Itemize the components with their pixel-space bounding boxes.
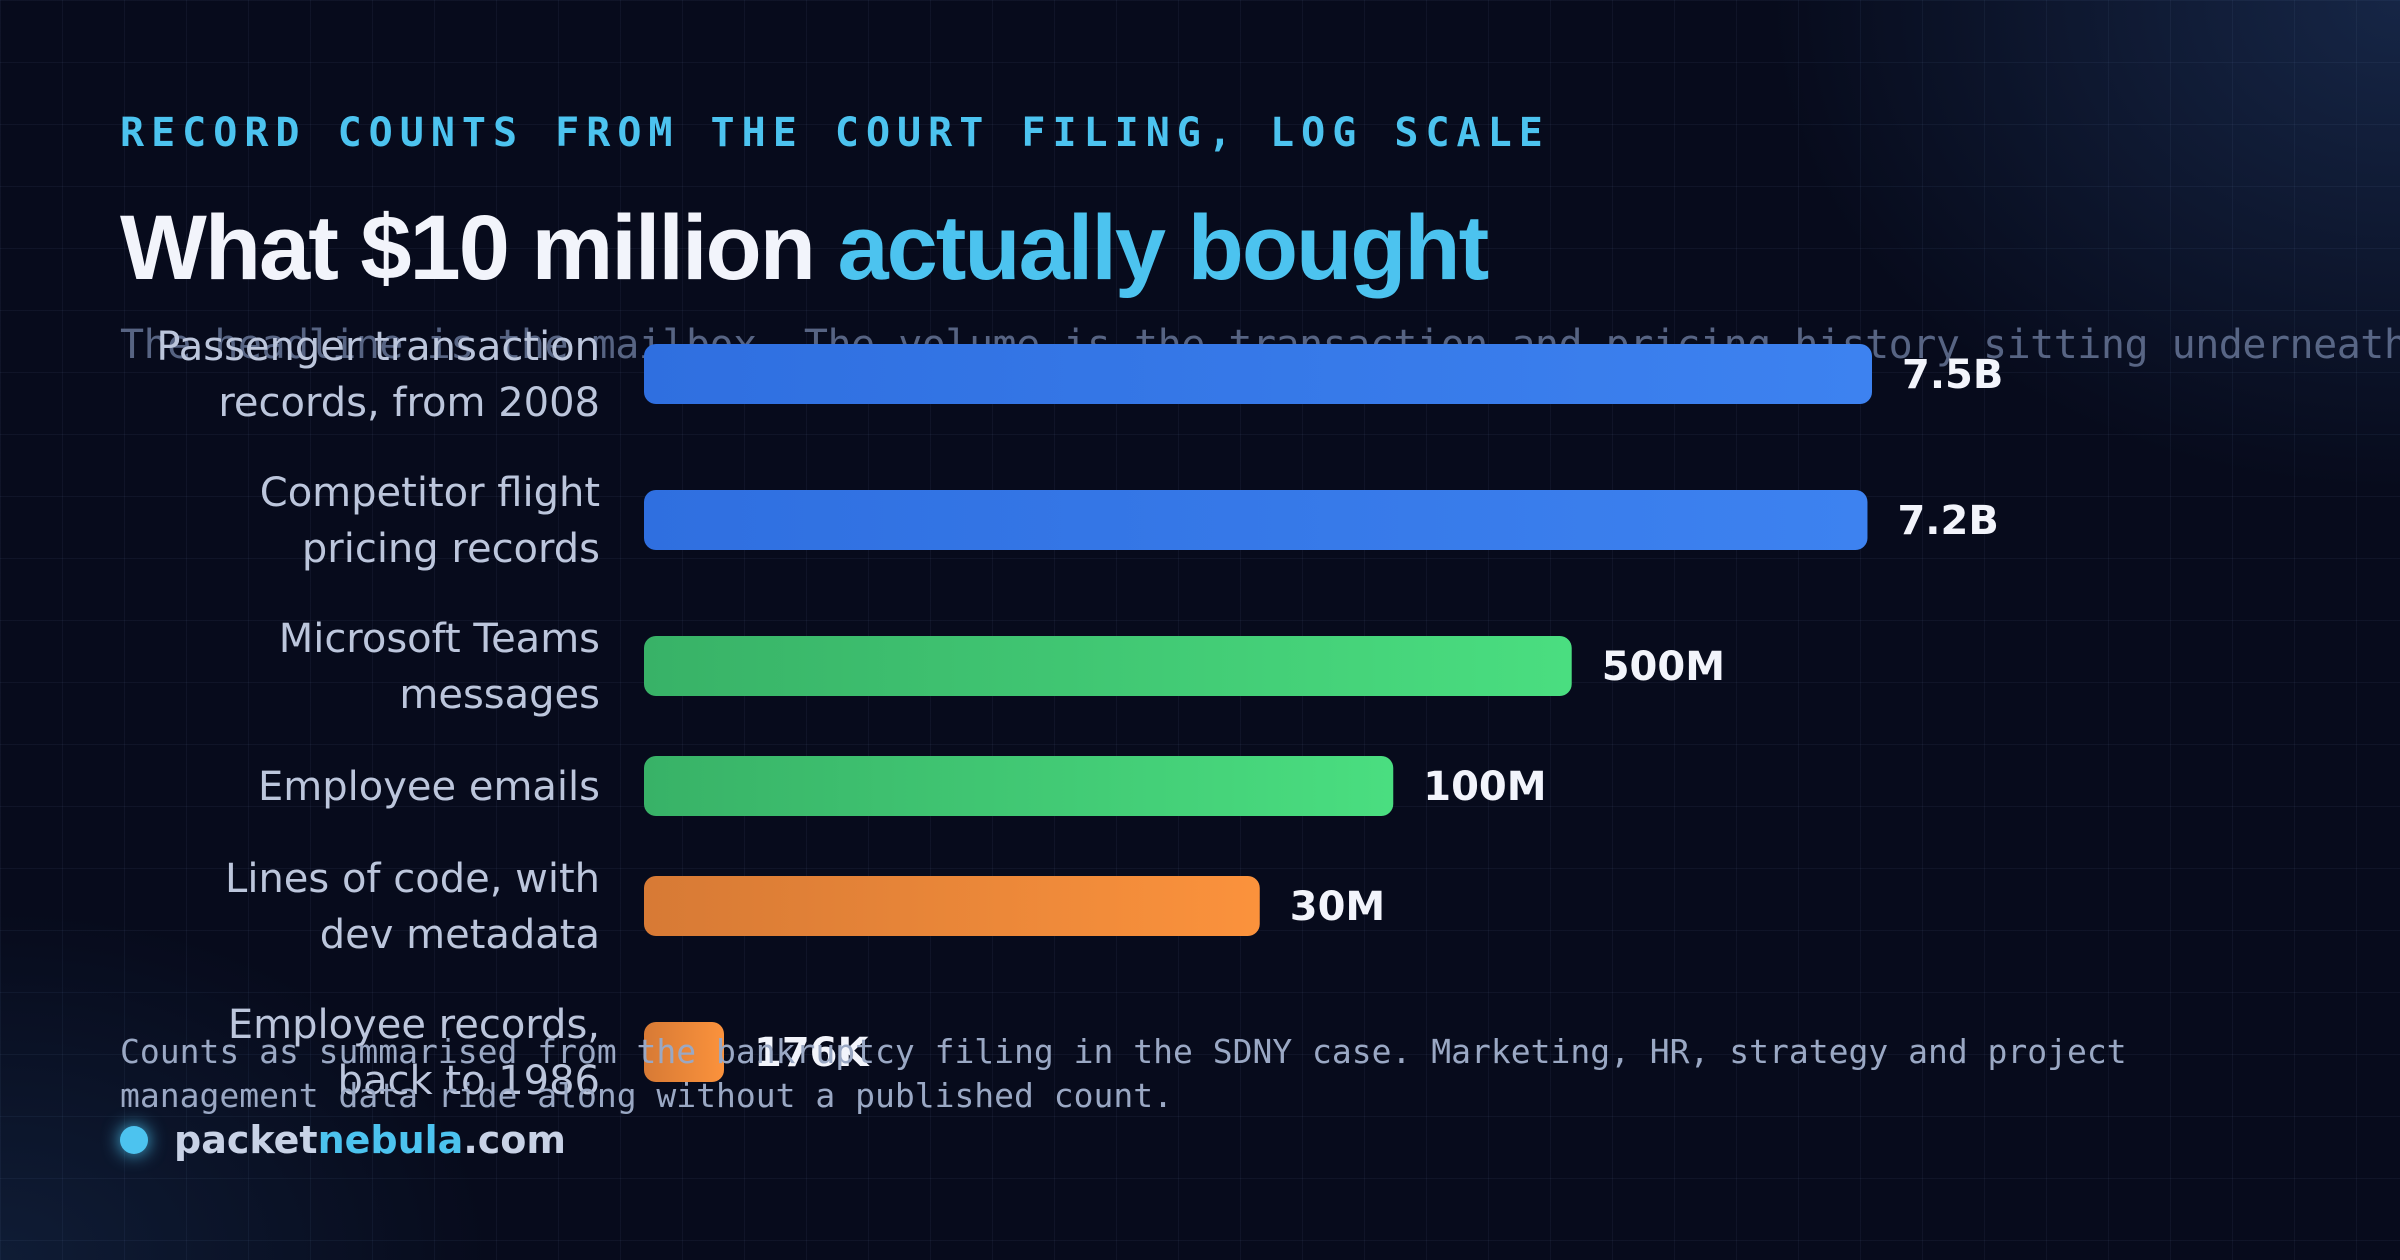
- bar-0: [644, 344, 1872, 404]
- bar-1: [644, 490, 1868, 550]
- category-label-line: Microsoft Teams: [279, 616, 600, 662]
- value-label-0: 7.5B: [1902, 352, 2003, 398]
- title-highlight: actually bought: [837, 197, 1489, 299]
- category-label-3: Employee emails: [258, 764, 600, 810]
- category-label-line: back to 1986: [338, 1058, 600, 1104]
- value-label-5: 176K: [754, 1030, 870, 1076]
- bar-4: [644, 876, 1260, 936]
- brand-name-accent: nebula: [317, 1118, 464, 1162]
- brand: packet nebula .com: [120, 1118, 566, 1162]
- brand-name-end: .com: [463, 1118, 566, 1162]
- bar-3: [644, 756, 1394, 816]
- bar-5: [644, 1022, 724, 1082]
- chart-kicker: RECORD COUNTS FROM THE COURT FILING, LOG…: [120, 110, 1550, 156]
- bar-2: [644, 636, 1572, 696]
- category-label-line: dev metadata: [320, 912, 600, 958]
- category-label-1: Competitor flight pricing records: [260, 470, 600, 572]
- brand-dot-icon: [120, 1126, 148, 1154]
- category-label-line: messages: [399, 672, 600, 718]
- category-label-line: Employee emails: [258, 764, 600, 810]
- value-label-2: 500M: [1602, 644, 1725, 690]
- category-label-line: Lines of code, with: [225, 856, 600, 902]
- category-label-5: Employee records, back to 1986: [228, 1002, 600, 1104]
- category-label-line: pricing records: [302, 526, 600, 572]
- category-label-line: Competitor flight: [260, 470, 600, 516]
- category-label-line: Employee records,: [228, 1002, 600, 1048]
- value-label-4: 30M: [1290, 884, 1385, 930]
- category-label-4: Lines of code, with dev metadata: [225, 856, 600, 958]
- category-label-line: records, from 2008: [218, 380, 600, 426]
- category-label-2: Microsoft Teams messages: [279, 616, 600, 718]
- category-label-line: Passenger transaction: [156, 324, 600, 370]
- chart-title: What $10 million actually bought: [120, 196, 1489, 301]
- value-label-3: 100M: [1423, 764, 1546, 810]
- category-label-0: Passenger transaction records, from 2008: [156, 324, 600, 426]
- title-main: What $10 million: [120, 197, 838, 299]
- footnote: Counts as summarised from the bankruptcy…: [120, 1032, 2127, 1115]
- value-label-1: 7.2B: [1897, 498, 1998, 544]
- brand-name-start: packet: [174, 1118, 318, 1162]
